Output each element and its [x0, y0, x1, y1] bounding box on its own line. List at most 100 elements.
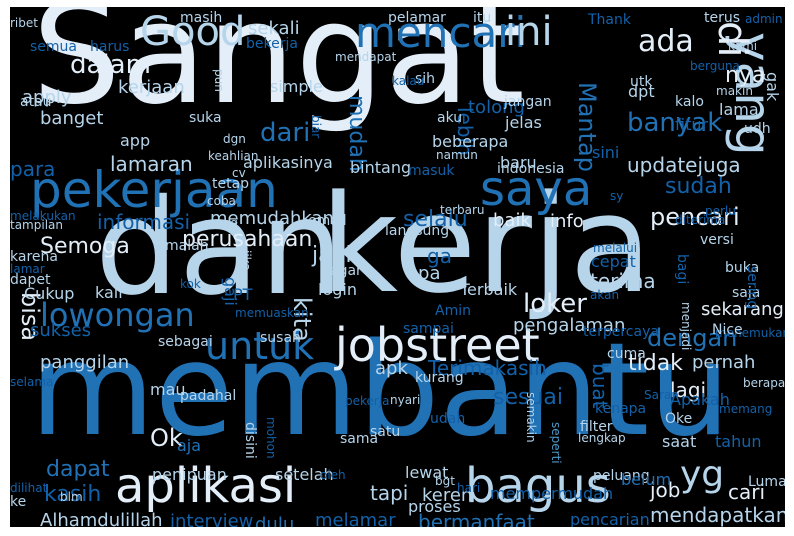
word-susah: susah	[260, 330, 301, 346]
word-saran: Saran	[644, 388, 679, 402]
word-langsung: langsung	[385, 223, 450, 239]
word-agar: agar	[330, 263, 362, 279]
word-perusahaan: perusahaan	[182, 227, 313, 252]
word-blm: blm	[60, 490, 83, 504]
word-terus: terus	[704, 10, 741, 26]
word-kenapa: kenapa	[595, 401, 647, 417]
word-itu: itu	[473, 10, 492, 26]
word-email: email	[308, 213, 347, 229]
word-penipuan: penipuan	[152, 465, 227, 484]
word-dpt: dpt	[628, 82, 655, 101]
word-aplikasi: aplikasi	[115, 458, 297, 514]
word-lamar: lamar	[10, 262, 45, 276]
word-kita: kita	[288, 297, 316, 342]
word-proses: proses	[408, 497, 461, 516]
word-updatejuga: updatejuga	[627, 153, 741, 177]
word-sangat: Sangat	[32, 7, 525, 136]
word-pekerja: pekerja	[345, 394, 390, 408]
word-saja: saja	[732, 285, 761, 301]
word-semoga: Semoga	[40, 234, 130, 259]
word-aku: aku	[437, 110, 463, 126]
word-terpercaya: terpercaya	[583, 324, 659, 340]
word-beberapa: beberapa	[432, 132, 509, 151]
word-bermanfaat: bermanfaat	[418, 510, 535, 527]
word-tolong: tolong	[468, 97, 525, 118]
word-fitur: fitur	[675, 115, 709, 134]
word-aja: aja	[177, 436, 202, 455]
word-selalu: selalu	[403, 207, 468, 232]
word-lowongan: lowongan	[40, 296, 195, 334]
word-oleh: oleh	[320, 468, 346, 482]
word-gaji: gaji	[221, 277, 240, 306]
word-sebagai: sebagai	[158, 334, 213, 350]
word-udh: udh	[744, 121, 771, 137]
word-mendapat: mendapat	[335, 50, 397, 64]
word-saya: saya	[480, 161, 593, 217]
word-masuk: masuk	[408, 163, 455, 179]
word-cv: cv	[232, 166, 246, 180]
word-baik: baik	[493, 210, 531, 231]
word-sampai: sampai	[403, 321, 454, 337]
word-para: para	[10, 157, 56, 181]
word-aplikasinya: aplikasinya	[243, 153, 333, 172]
word-apakah: Apakah	[670, 390, 730, 409]
word-info: info	[550, 211, 584, 232]
word-sering: sering	[744, 266, 760, 310]
word-setelah: setelah	[275, 465, 334, 484]
word-banget: banget	[40, 108, 104, 129]
word-versi: versi	[700, 232, 734, 248]
word-makin: makin	[716, 84, 753, 98]
word-kok: kok	[180, 277, 201, 291]
word-seperti: seperti	[549, 422, 563, 464]
word-mendapatkan: mendapatkan	[650, 503, 785, 527]
word-disini: disini	[242, 422, 258, 459]
word-semakin: semakin	[524, 392, 538, 443]
word-di: di	[709, 21, 755, 58]
word-dilihat: dilihat	[10, 481, 48, 495]
word-terimakasih: Terimakasih	[428, 356, 547, 380]
word-indonesia: indonesia	[497, 161, 565, 177]
word-kami: kami	[728, 39, 758, 53]
word-tampilan: tampilan	[10, 218, 63, 232]
word-nyari: nyari	[390, 393, 421, 407]
word-dalam: dalam	[70, 50, 151, 80]
word-jadi: jadi	[312, 243, 352, 268]
word-jangan: jangan	[504, 94, 552, 110]
word-pt: PT	[233, 285, 253, 304]
word-pelamar: pelamar	[388, 10, 446, 26]
word-udah: udah	[430, 411, 466, 427]
word-belum: belum	[621, 470, 672, 489]
word-dapat: dapat	[46, 457, 110, 482]
word-panggilan: panggilan	[40, 352, 130, 373]
word-baru: baru	[500, 153, 537, 172]
word-menjadi: menjadi	[679, 302, 693, 351]
word-lumayan: Lumayan	[748, 474, 785, 490]
word-bintang: bintang	[350, 158, 412, 177]
word-app: app	[120, 131, 151, 150]
word-banyak: banyak	[627, 108, 723, 138]
word-biar: biar	[309, 115, 323, 139]
word-tidak: tidak	[628, 351, 683, 376]
word-yang: yang	[724, 32, 782, 156]
word-mempermudah: mempermudah	[490, 484, 614, 503]
word-berapa: berapa	[743, 376, 785, 390]
word-kasih: kasih	[44, 482, 102, 507]
word-lama: lama	[719, 100, 759, 119]
word-informasi: informasi	[97, 210, 191, 234]
word-saat: saat	[662, 432, 697, 451]
word-hari: hari	[457, 481, 481, 495]
word-sy: sy	[610, 189, 624, 203]
word-mau: mau	[150, 380, 186, 399]
word-sini: sini	[592, 143, 620, 162]
word-bekerja: bekerja	[246, 36, 298, 52]
word-jelas: jelas	[505, 113, 542, 132]
word-thank: Thank	[588, 12, 631, 28]
word-akan: akan	[590, 288, 620, 302]
word-melamar: melamar	[315, 510, 396, 528]
word-kalo: kalo	[675, 94, 704, 110]
word-bagi: bagi	[674, 254, 690, 285]
word-nya: nya	[725, 63, 766, 88]
word-pengalaman: pengalaman	[513, 315, 626, 336]
word-dulu: dulu	[255, 514, 295, 528]
word-good: Good	[140, 9, 246, 55]
